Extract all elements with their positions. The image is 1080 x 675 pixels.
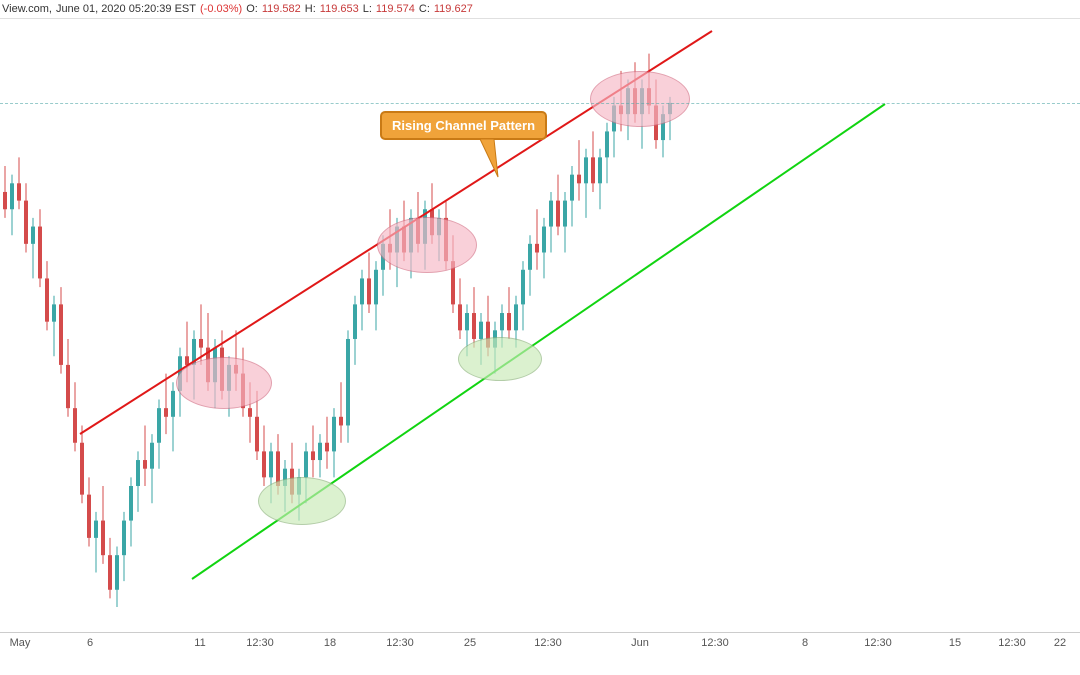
support-touchpoint bbox=[258, 477, 346, 525]
source-label: View.com, bbox=[2, 3, 52, 15]
ohlc-h-label: H: bbox=[305, 3, 316, 15]
current-price-line bbox=[0, 103, 1080, 104]
x-axis-tick: 12:30 bbox=[534, 637, 562, 649]
x-axis-tick: 6 bbox=[87, 637, 93, 649]
plot-area[interactable]: Rising Channel Pattern bbox=[0, 18, 1080, 632]
x-axis-tick: 12:30 bbox=[864, 637, 892, 649]
chart-container: View.com, June 01, 2020 05:20:39 EST (-0… bbox=[0, 0, 1080, 675]
x-axis-tick: 8 bbox=[802, 637, 808, 649]
ohlc-h-value: 119.653 bbox=[320, 3, 359, 15]
ohlc-l-label: L: bbox=[363, 3, 372, 15]
annotation-text: Rising Channel Pattern bbox=[392, 118, 535, 133]
x-axis-tick: 25 bbox=[464, 637, 476, 649]
x-axis-tick: 12:30 bbox=[246, 637, 274, 649]
annotation-callout[interactable]: Rising Channel Pattern bbox=[380, 111, 547, 140]
x-axis-tick: 12:30 bbox=[701, 637, 729, 649]
x-axis: May 6 11 12:30 18 12:30 25 12:30 Jun 12:30 8 12:30 1… bbox=[0, 632, 1080, 675]
pct-change: (-0.03%) bbox=[200, 3, 242, 15]
x-axis-tick: May bbox=[10, 637, 31, 649]
ohlc-l-value: 119.574 bbox=[376, 3, 415, 15]
support-touchpoint bbox=[458, 337, 542, 381]
x-axis-tick: 18 bbox=[324, 637, 336, 649]
x-axis-tick: 12:30 bbox=[998, 637, 1026, 649]
ohlc-c-label: C: bbox=[419, 3, 430, 15]
resistance-touchpoint bbox=[377, 217, 477, 273]
x-axis-tick: 11 bbox=[194, 637, 205, 649]
datetime-label: June 01, 2020 05:20:39 EST bbox=[56, 3, 196, 15]
resistance-touchpoint bbox=[590, 71, 690, 127]
x-axis-tick: 22 bbox=[1054, 637, 1066, 649]
ohlc-c-value: 119.627 bbox=[434, 3, 473, 15]
ohlc-o-value: 119.582 bbox=[262, 3, 301, 15]
x-axis-tick: 15 bbox=[949, 637, 961, 649]
x-axis-tick: Jun bbox=[631, 637, 649, 649]
ohlc-o-label: O: bbox=[246, 3, 258, 15]
x-axis-tick: 12:30 bbox=[386, 637, 414, 649]
chart-header: View.com, June 01, 2020 05:20:39 EST (-0… bbox=[0, 0, 473, 18]
resistance-touchpoint bbox=[176, 357, 272, 409]
